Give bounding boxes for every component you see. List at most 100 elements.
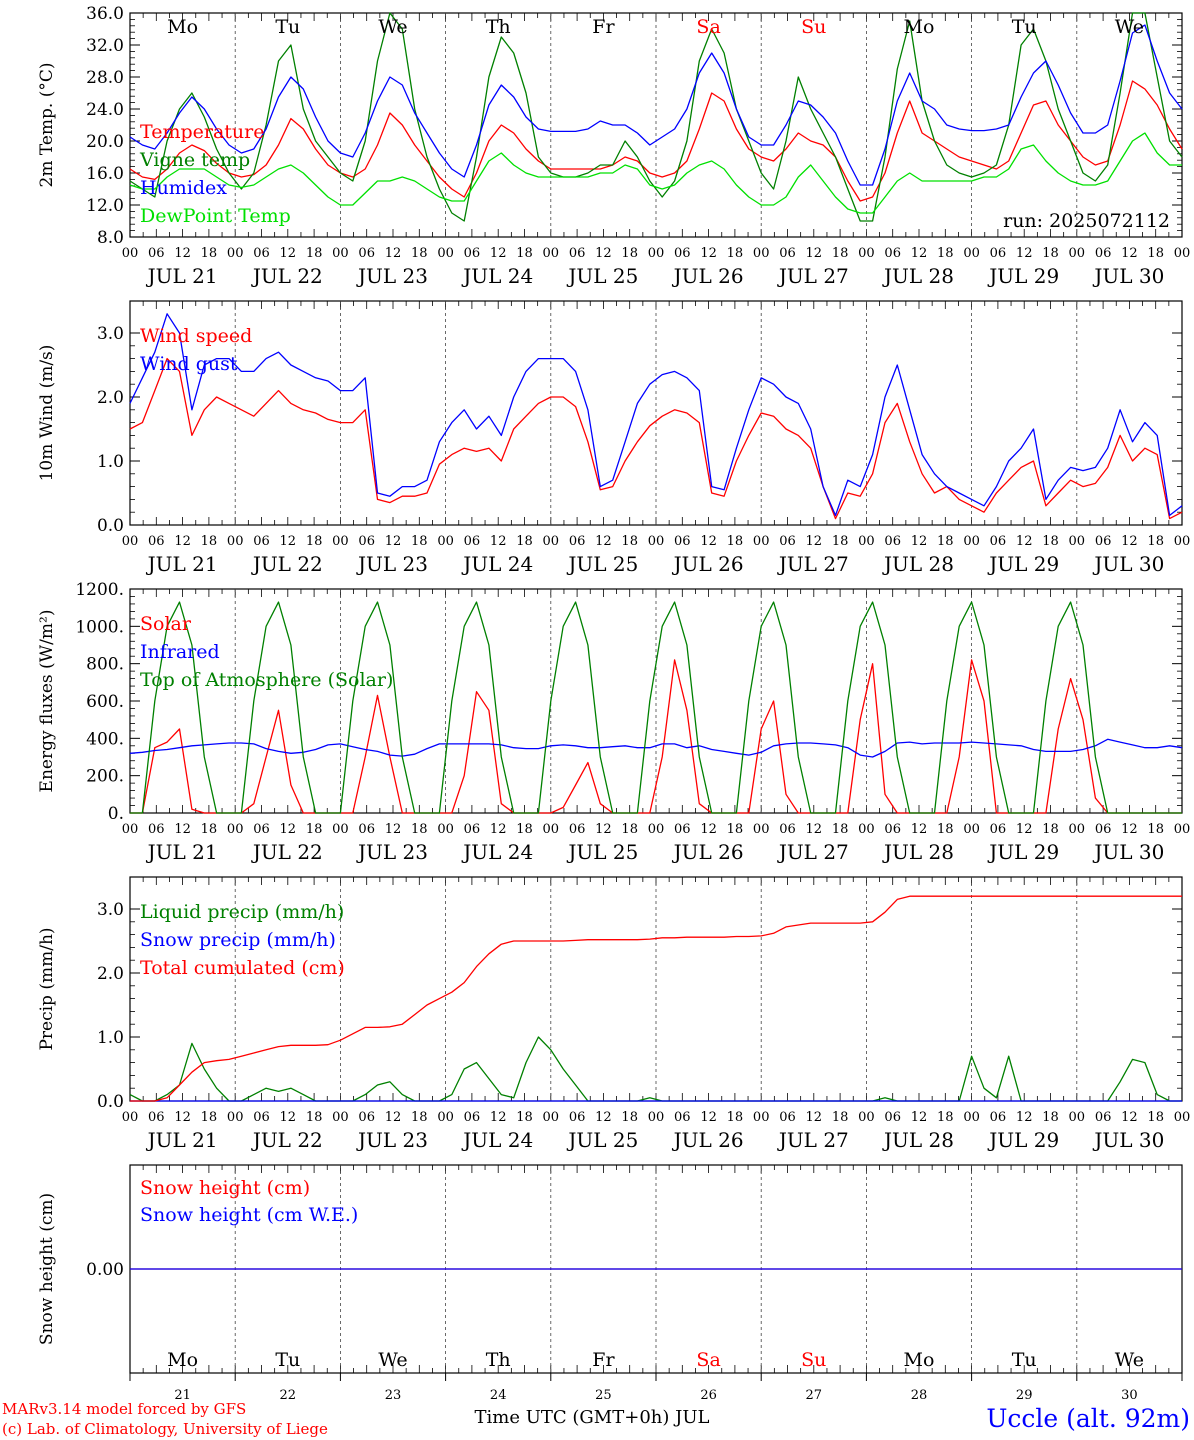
- weekday-label: Fr: [592, 1349, 615, 1371]
- date-label: JUL 27: [777, 264, 849, 288]
- panel-3: 0. 200. 400. 600. 800. 1000. 1200. Energy fluxe…: [37, 580, 1190, 864]
- y-tick-label: 800.: [86, 655, 124, 675]
- hour-tick-label: 12: [1121, 246, 1138, 261]
- hour-tick-label: 12: [806, 534, 823, 549]
- hour-tick-label: 12: [700, 534, 717, 549]
- date-label: JUL 27: [777, 552, 849, 576]
- y-tick-label: 600.: [86, 692, 124, 712]
- hour-tick-label: 12: [385, 246, 402, 261]
- hour-tick-label: 00: [227, 822, 244, 837]
- legend-entry: Vigne temp: [139, 149, 250, 171]
- hour-tick-label: 12: [806, 822, 823, 837]
- y-tick-label: 200.: [86, 767, 124, 787]
- hour-tick-label: 06: [358, 822, 375, 837]
- hour-tick-label: 00: [1069, 534, 1086, 549]
- plot-frame: [129, 300, 1183, 526]
- hour-tick-label: 18: [621, 822, 638, 837]
- footer-model-line: MARv3.14 model forced by GFS: [2, 1400, 246, 1418]
- hour-tick-label: 06: [674, 822, 691, 837]
- hour-tick-label: 18: [832, 822, 849, 837]
- hour-tick-label: 18: [516, 822, 533, 837]
- hour-tick-label: 00: [332, 822, 349, 837]
- weekday-label: Mo: [167, 1349, 198, 1371]
- hour-tick-label: 06: [1095, 246, 1112, 261]
- y-axis-label: Snow height (cm): [37, 1193, 57, 1345]
- hour-tick-label: 00: [437, 534, 454, 549]
- hour-tick-label: 18: [306, 822, 323, 837]
- y-tick-label: 0.0: [97, 516, 124, 536]
- hour-tick-label: 00: [963, 822, 980, 837]
- hour-tick-label: 12: [280, 246, 297, 261]
- y-tick-label: 1.0: [97, 1028, 124, 1048]
- legend-entry: Snow precip (mm/h): [140, 929, 336, 951]
- date-label: JUL 24: [461, 1128, 533, 1152]
- hour-tick-label: 00: [437, 822, 454, 837]
- hour-tick-label: 06: [569, 1110, 586, 1125]
- day-number-label: 27: [806, 1388, 823, 1403]
- hour-tick-label: 00: [858, 822, 875, 837]
- series-line-vigne-temp: [129, 12, 1183, 222]
- day-number-label: 22: [280, 1388, 297, 1403]
- hour-tick-label: 18: [1147, 822, 1164, 837]
- weekday-label: Tu: [1012, 16, 1037, 38]
- date-label: JUL 22: [251, 264, 323, 288]
- weekday-label: We: [1115, 16, 1144, 38]
- date-label: JUL 22: [251, 840, 323, 864]
- date-label: JUL 23: [356, 1128, 428, 1152]
- y-tick-label: 12.0: [86, 196, 124, 216]
- hour-tick-label: 12: [911, 1110, 928, 1125]
- y-tick-label: 28.0: [86, 68, 124, 88]
- hour-tick-label: 18: [411, 534, 428, 549]
- date-label: JUL 21: [146, 552, 218, 576]
- hour-tick-label: 00: [753, 246, 770, 261]
- hour-tick-label: 06: [779, 534, 796, 549]
- hour-tick-label: 00: [1069, 246, 1086, 261]
- date-label: JUL 28: [882, 840, 954, 864]
- hour-tick-label: 18: [832, 534, 849, 549]
- hour-tick-label: 06: [148, 822, 165, 837]
- hour-tick-label: 06: [1095, 822, 1112, 837]
- hour-tick-label: 00: [1174, 1110, 1191, 1125]
- weekday-label: Sa: [696, 1349, 720, 1371]
- date-label: JUL 29: [987, 552, 1059, 576]
- hour-tick-label: 12: [280, 822, 297, 837]
- hour-tick-label: 12: [1016, 534, 1033, 549]
- hour-tick-label: 12: [700, 246, 717, 261]
- hour-tick-label: 06: [674, 246, 691, 261]
- legend-entry: Snow height (cm W.E.): [140, 1204, 358, 1226]
- series-line-wind-gust: [129, 313, 1183, 517]
- hour-tick-label: 18: [937, 1110, 954, 1125]
- panels: 8.0 12.0 16.0 20.0 24.0 28.0 32.0 36.0 2m Temp. …: [37, 4, 1190, 1403]
- hour-tick-label: 00: [858, 246, 875, 261]
- day-number-label: 23: [385, 1388, 402, 1403]
- series-line-top-of-atmosphere-solar: [130, 601, 1182, 814]
- hour-tick-label: 12: [911, 246, 928, 261]
- hour-tick-label: 06: [990, 1110, 1007, 1125]
- day-number-label: 26: [700, 1388, 717, 1403]
- y-tick-label: 1200.: [75, 580, 124, 600]
- hour-tick-label: 12: [1016, 1110, 1033, 1125]
- hour-tick-label: 00: [122, 534, 139, 549]
- y-tick-label: 0.: [108, 804, 124, 824]
- hour-tick-label: 06: [253, 822, 270, 837]
- hour-tick-label: 00: [1174, 534, 1191, 549]
- hour-tick-label: 18: [201, 822, 218, 837]
- hour-tick-label: 00: [543, 1110, 560, 1125]
- hour-tick-label: 18: [201, 246, 218, 261]
- date-label: JUL 25: [566, 1128, 638, 1152]
- series-line-liquid-precip-mm-h: [129, 1036, 1182, 1102]
- station-label: Uccle (alt. 92m): [986, 1404, 1190, 1433]
- series-line-infrared: [129, 738, 1183, 758]
- date-label: JUL 27: [777, 1128, 849, 1152]
- panel-5: 0.00 Snow height (cm) Snow height (cm) Snow…: [37, 1164, 1183, 1403]
- hour-tick-label: 18: [411, 1110, 428, 1125]
- weekday-label: Mo: [904, 16, 935, 38]
- hour-tick-label: 12: [490, 822, 507, 837]
- legend-entry: Wind speed: [140, 325, 252, 347]
- y-tick-label: 24.0: [86, 100, 124, 120]
- hour-tick-label: 12: [595, 822, 612, 837]
- hour-tick-label: 06: [1095, 1110, 1112, 1125]
- day-number-label: 30: [1121, 1388, 1138, 1403]
- hour-tick-label: 00: [332, 246, 349, 261]
- y-tick-label: 16.0: [86, 164, 124, 184]
